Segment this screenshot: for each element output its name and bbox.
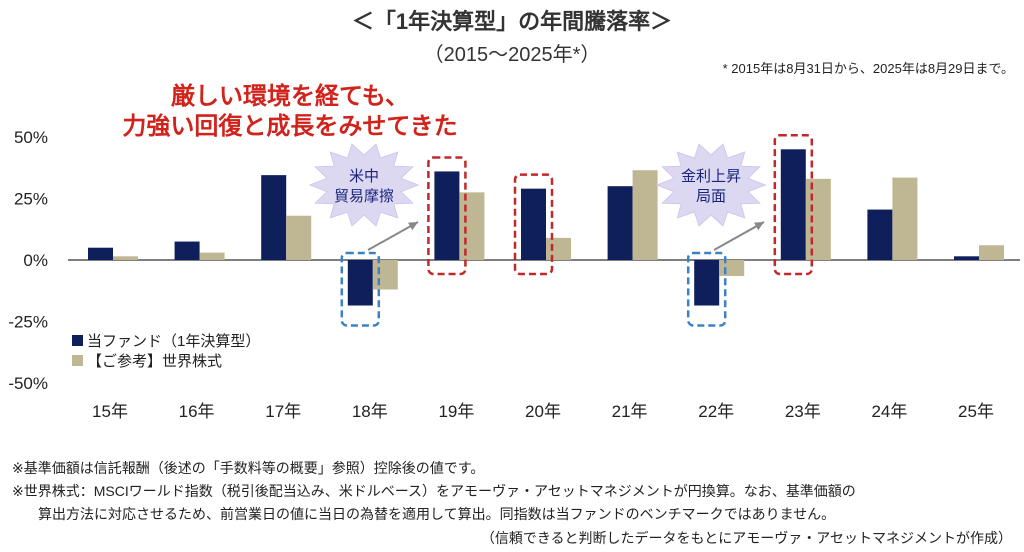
arrow-head-icon [754,222,764,231]
bar-fund [607,186,633,260]
bar-world-stock [979,245,1004,260]
starburst-callout [308,143,420,227]
arrow-head-icon [408,222,418,231]
callout-text: 金利上昇 [681,168,741,185]
x-tick-label: 16年 [179,402,215,421]
bar-fund [521,188,546,260]
highlight-box [340,251,381,327]
bar-world-stock [372,260,398,290]
bar-world-stock [719,260,745,276]
bar-fund [780,149,806,260]
highlight-box [427,156,467,276]
x-tick-label: 20年 [525,402,561,421]
x-tick-label: 17年 [265,402,301,421]
y-tick-label: -50% [8,374,48,393]
x-tick-label: 19年 [438,402,474,421]
starburst-callout [655,143,767,227]
footnote-3: 算出方法に対応させるため、前営業日の値に当日の為替を適用して算出。同指数は当ファ… [38,506,836,522]
footnote-source: （信頼できると判断したデータをもとにアモーヴァ・アセットマネジメントが作成） [480,530,1012,546]
bar-world-stock [459,192,485,260]
x-tick-label: 18年 [352,402,388,421]
legend-item-fund: 当ファンド（1年決算型） [72,330,260,350]
x-tick-label: 24年 [871,402,907,421]
legend-swatch [72,354,83,366]
bar-fund [954,256,979,260]
period-note: * 2015年は8月31日から、2025年は8月29日まで。 [722,61,1014,76]
arrow-line [367,221,419,251]
bar-world-stock [892,177,918,260]
bar-fund [347,260,373,306]
legend-item-world: 【ご参考】世界株式 [72,350,260,370]
bar-fund [174,241,200,260]
bar-fund [867,209,893,260]
legend: 当ファンド（1年決算型） 【ご参考】世界株式 [72,330,260,370]
x-tick-label: 21年 [612,402,648,421]
highlight-box [773,134,814,276]
chart-title: ＜「1年決算型」の年間騰落率＞ [351,9,673,34]
y-tick-label: -25% [8,313,48,332]
callout-text: 米中 [349,168,379,185]
callout-text: 貿易摩擦 [334,187,394,205]
bar-chart: 50% 25% 0% -25% -50% 15年 16年 17年 18年 19年 20年 21年 22年… [8,128,1020,421]
x-tick-label: 15年 [92,402,128,421]
bar-fund [88,247,113,260]
bar-fund [694,260,720,306]
bar-world-stock [805,178,831,260]
highlight-box [686,251,727,327]
x-tick-label: 23年 [785,402,821,421]
footnote-2: ※世界株式：MSCIワールド指数（税引後配当込み、米ドルベース）をアモーヴァ・ア… [12,483,856,499]
y-tick-label: 25% [14,190,48,209]
bar-fund [261,175,287,260]
legend-swatch [72,334,83,346]
chart-subtitle: （2015～2025年*） [423,44,601,66]
bar-world-stock [199,252,225,260]
legend-label: 【ご参考】世界株式 [87,352,223,370]
footnote-1: ※基準価額は信託報酬（後述の「手数料等の概要」参照）控除後の値です。 [12,460,485,476]
headline-line-2: 力強い回復と成長をみせてきた [122,113,458,140]
y-tick-label: 0% [23,251,48,270]
bar-fund [434,171,460,260]
x-tick-label: 22年 [698,402,734,421]
bar-world-stock [286,215,312,260]
y-tick-label: 50% [14,128,48,147]
highlight-box [513,173,554,276]
x-tick-label: 25年 [958,402,994,421]
arrow-line [713,221,765,251]
headline-line-1: 厳しい環境を経ても、 [170,83,410,110]
bar-world-stock [632,170,658,260]
callout-text: 局面 [696,188,726,205]
bar-world-stock [546,237,571,260]
legend-label: 当ファンド（1年決算型） [87,332,261,350]
bar-world-stock [113,256,138,260]
